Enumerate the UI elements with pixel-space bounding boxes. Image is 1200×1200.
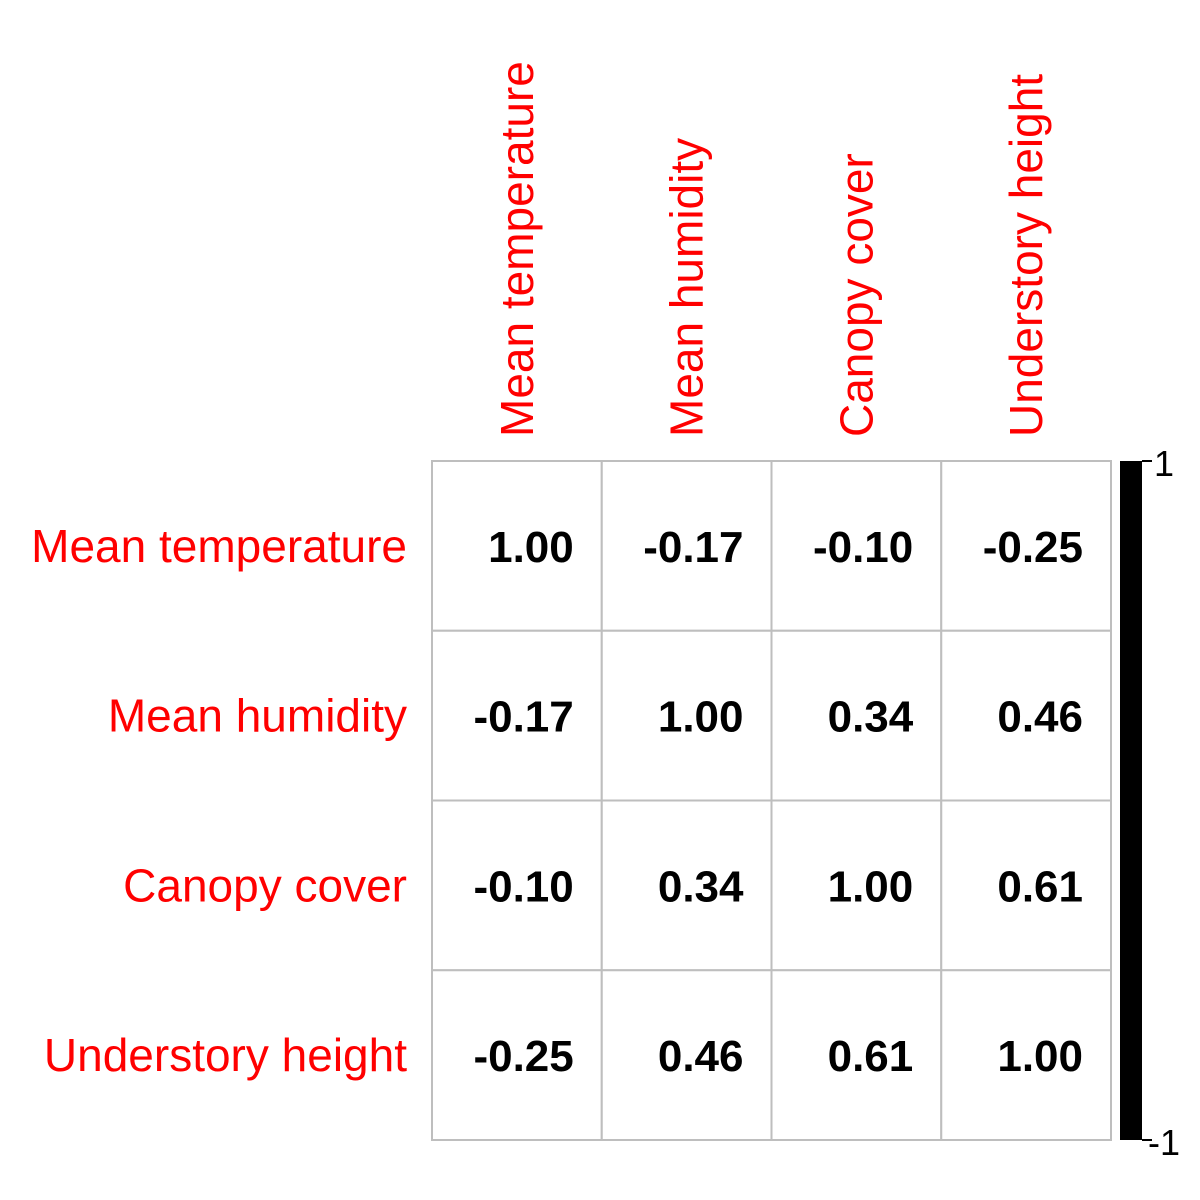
correlation-value-4-3: 0.61: [828, 1032, 914, 1081]
correlation-value-1-2: -0.17: [643, 523, 743, 572]
matrix-cell-4-1: [431, 969, 603, 1141]
correlation-value-4-4: 1.00: [997, 1032, 1083, 1081]
correlation-value-4-1: -0.25: [473, 1032, 573, 1081]
column-label-mean-humidity: Mean humidity: [661, 138, 713, 437]
matrix-cell-4-2: [600, 969, 773, 1141]
correlation-value-3-3: 1.00: [828, 862, 914, 911]
correlation-value-1-4: -0.25: [983, 523, 1083, 572]
correlation-value-2-4: 0.46: [997, 693, 1083, 742]
matrix-cell-1-1: [431, 460, 603, 632]
correlation-value-2-2: 1.00: [658, 693, 744, 742]
matrix-cell-2-1: [431, 629, 603, 802]
column-label-understory-height: Understory height: [1000, 74, 1052, 437]
correlation-value-4-2: 0.46: [658, 1032, 744, 1081]
matrix-cell-3-4: [940, 799, 1112, 972]
colorbar-min-label: -1: [1148, 1122, 1180, 1163]
column-label-mean-temperature: Mean temperature: [491, 61, 543, 437]
colorbar-max-label: 1: [1154, 443, 1174, 484]
row-labels: Mean temperature Mean humidity Canopy cove…: [31, 520, 407, 1081]
correlation-values: 1.00 -0.17 -0.10 -0.25 -0.17 1.00 0.34 0.46 -0.1…: [473, 523, 1083, 1081]
correlation-value-3-1: -0.10: [473, 862, 573, 911]
matrix-cell-1-3: [770, 460, 943, 632]
column-label-canopy-cover: Canopy cover: [830, 153, 882, 437]
matrix-cell-2-4: [940, 629, 1112, 802]
correlation-value-3-2: 0.34: [658, 862, 744, 911]
matrix-cell-1-4: [940, 460, 1112, 632]
correlation-value-1-3: -0.10: [813, 523, 913, 572]
correlation-value-1-1: 1.00: [488, 523, 574, 572]
row-label-mean-humidity: Mean humidity: [108, 690, 407, 742]
colorbar: 1 -1: [1120, 443, 1180, 1163]
correlation-value-2-1: -0.17: [473, 693, 573, 742]
matrix-cell-2-2: [600, 629, 773, 802]
correlation-value-2-3: 0.34: [828, 693, 914, 742]
row-label-canopy-cover: Canopy cover: [123, 859, 407, 911]
matrix-cell-1-2: [600, 460, 773, 632]
matrix-grid: [431, 460, 1112, 1141]
row-label-mean-temperature: Mean temperature: [31, 520, 407, 572]
column-labels: Mean temperature Mean humidity Canopy cove…: [491, 61, 1052, 437]
correlation-value-3-4: 0.61: [997, 862, 1083, 911]
colorbar-bar: [1120, 461, 1142, 1140]
matrix-cell-4-4: [940, 969, 1112, 1141]
matrix-cell-3-2: [600, 799, 773, 972]
row-label-understory-height: Understory height: [44, 1029, 407, 1081]
